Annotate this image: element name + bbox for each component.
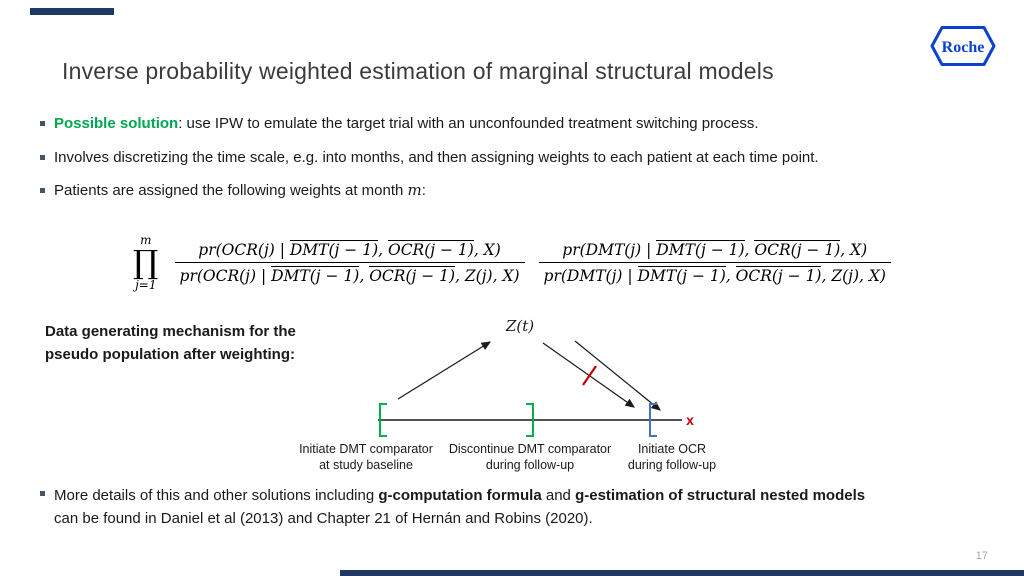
fraction-denominator: pr(DMT(j) | DMT(j − 1), OCR(j − 1), Z(j)… [538, 262, 891, 285]
label-initiate-dmt-line2: at study baseline [319, 458, 413, 472]
bullet-marker-icon [40, 154, 45, 160]
roche-hexagon [930, 26, 996, 66]
roche-logo: Roche [930, 26, 996, 66]
arrow-baseline-to-z [397, 341, 492, 400]
fraction-denominator: pr(OCR(j) | DMT(j − 1), OCR(j − 1), Z(j)… [174, 262, 525, 285]
bullet-possible-solution: Possible solution: use IPW to emulate th… [40, 114, 994, 134]
product-operator: m ∏ j=1 [133, 234, 158, 291]
fraction-numerator: pr(DMT(j) | DMT(j − 1), OCR(j − 1), X) [562, 240, 868, 260]
fraction-ocr-weights: pr(OCR(j) | DMT(j − 1), OCR(j − 1), X) p… [174, 240, 525, 285]
fraction-numerator: pr(OCR(j) | DMT(j − 1), OCR(j − 1), X) [198, 240, 501, 260]
bullet-discretizing: Involves discretizing the time scale, e.… [40, 148, 994, 168]
arrow-z-to-switch-blocked [542, 342, 635, 408]
bullet-list: Possible solution: use IPW to emulate th… [40, 114, 994, 215]
bottom-accent-bar [340, 570, 1024, 576]
diagram-caption-line1: Data generating mechanism for the [45, 323, 296, 340]
diagram-caption-line2: pseudo population after weighting: [45, 345, 295, 363]
product-lower-limit: j=1 [135, 278, 157, 293]
label-initiate-ocr-line1: Initiate OCR [638, 442, 706, 456]
red-slash-icon [582, 365, 597, 386]
roche-logo-text: Roche [942, 39, 985, 56]
bullet-text: More details of this and other solutions… [54, 487, 866, 528]
page-number: 17 [975, 550, 988, 562]
bullet-marker-icon [40, 121, 45, 126]
slide-title: Inverse probability weighted estimation … [62, 58, 774, 84]
bracket-open-baseline [379, 403, 387, 437]
product-symbol: ∏ [133, 243, 159, 281]
timeline-diagram: Z(t) x Initiate DMT comparator at study … [299, 317, 716, 472]
bracket-close-discontinue [526, 403, 534, 437]
bullet-text: Possible solution: use IPW to emulate th… [54, 115, 759, 132]
bullet-text: Patients are assigned the following weig… [54, 181, 426, 199]
timeline-end-x-marker: x [686, 412, 694, 428]
z-covariate-label: Z(t) [505, 317, 534, 335]
product-upper-limit: m [140, 233, 152, 247]
arrow-z-to-ocr [574, 340, 661, 411]
label-initiate-dmt-line1: Initiate DMT comparator [299, 442, 433, 456]
fraction-dmt-weights: pr(DMT(j) | DMT(j − 1), OCR(j − 1), X) p… [538, 240, 891, 285]
top-accent-bar [30, 8, 114, 15]
bullet-weights: Patients are assigned the following weig… [40, 181, 994, 201]
bullet-marker-icon [40, 188, 45, 193]
label-discontinue-dmt-line2: during follow-up [486, 458, 574, 472]
diagram-caption: Data generating mechanism for the pseudo… [45, 321, 296, 366]
bullet-text: Involves discretizing the time scale, e.… [54, 148, 819, 166]
label-initiate-ocr-line2: during follow-up [628, 458, 716, 472]
bullet-more-details: More details of this and other solutions… [40, 484, 992, 531]
ipw-weight-formula: m ∏ j=1 pr(OCR(j) | DMT(j − 1), OCR(j − … [0, 234, 1024, 291]
bracket-open-ocr [649, 403, 657, 437]
label-discontinue-dmt-line1: Discontinue DMT comparator [449, 442, 611, 456]
bullet-marker-icon [40, 491, 45, 496]
